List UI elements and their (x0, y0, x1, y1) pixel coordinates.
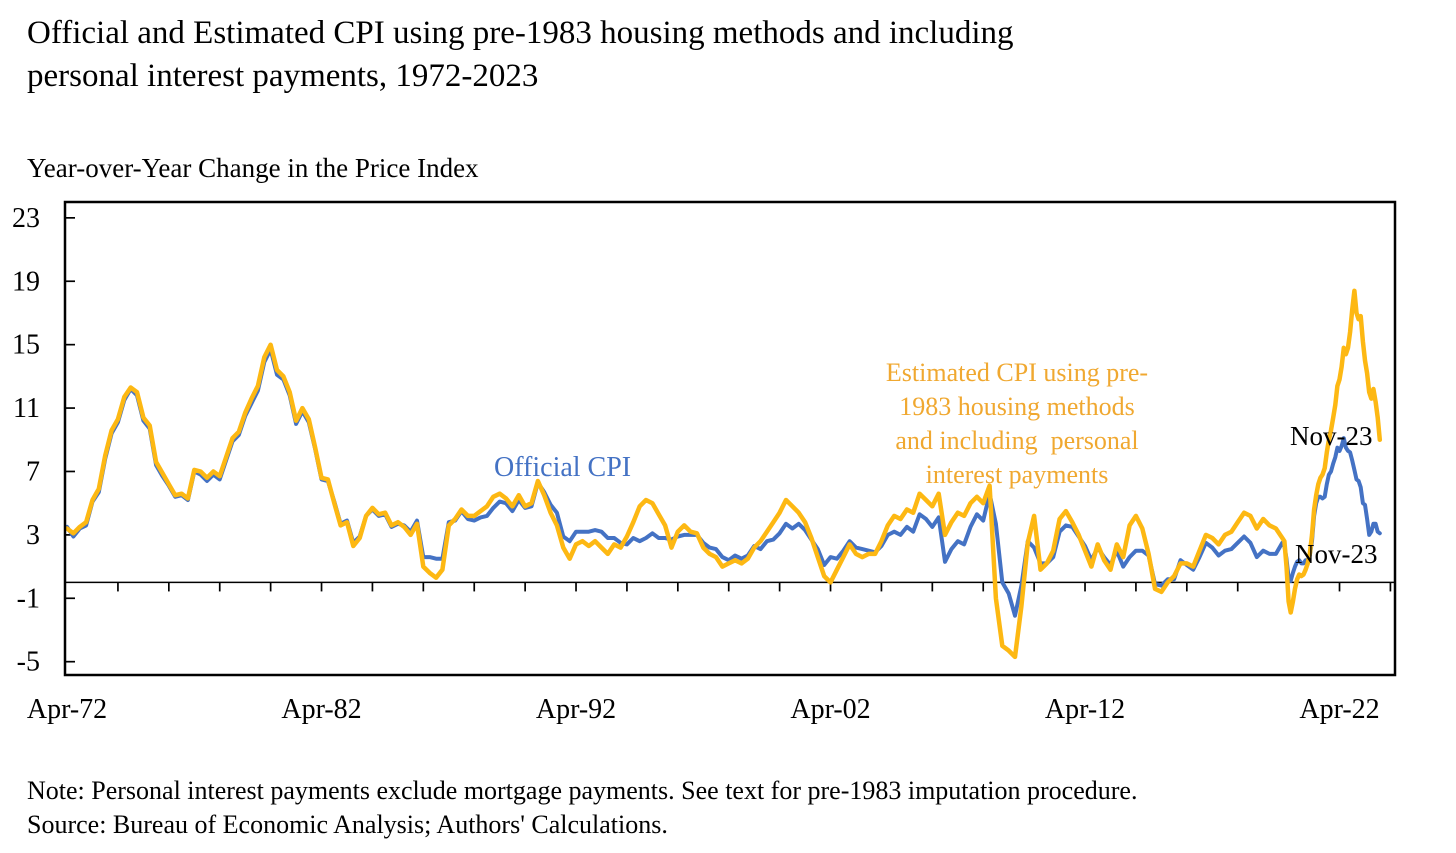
footnotes: Note: Personal interest payments exclude… (27, 774, 1137, 842)
y-tick-label: -1 (17, 583, 40, 614)
y-tick-label: 11 (13, 393, 40, 424)
source-text: Source: Bureau of Economic Analysis; Aut… (27, 810, 668, 839)
y-tick-label: 7 (26, 456, 40, 487)
endpoint-label-official: Nov-23 (1295, 539, 1378, 569)
y-axis-title: Year-over-Year Change in the Price Index (27, 153, 479, 183)
y-tick-label: 19 (12, 266, 40, 297)
official-cpi-series-label: Official CPI (494, 452, 632, 483)
estimated-cpi-line (64, 288, 1383, 660)
estimated-label-line3: and including personal (895, 426, 1139, 455)
plot-border (63, 200, 1397, 677)
estimated-label-line1: Estimated CPI using pre- (885, 358, 1149, 387)
official-cpi-line (65, 347, 1382, 618)
x-tick-label: Apr-12 (1045, 694, 1125, 725)
x-tick-label: Apr-92 (536, 694, 616, 725)
y-tick-label: 23 (12, 203, 40, 234)
x-tick-label: Apr-02 (790, 694, 870, 725)
chart-title: Official and Estimated CPI using pre-198… (27, 12, 1014, 98)
series-layer (64, 288, 1383, 660)
chart-title-line2: personal interest payments, 1972-2023 (27, 58, 539, 94)
estimated-label-line2: 1983 housing methods (899, 392, 1135, 421)
note-text: Note: Personal interest payments exclude… (27, 776, 1138, 805)
axes-layer: 23 19 15 11 7 3 -1 -5 Apr-72 Apr-82 Apr-92 Apr-02 Ap… (12, 203, 1395, 725)
y-tick-label: -5 (17, 647, 40, 678)
y-tick-label: 15 (12, 330, 40, 361)
estimated-label-line4: interest payments (925, 460, 1109, 489)
x-tick-label: Apr-72 (27, 694, 107, 725)
chart-title-line1: Official and Estimated CPI using pre-198… (27, 15, 1014, 51)
estimated-cpi-series-label: Estimated CPI using pre- 1983 housing me… (858, 356, 1176, 492)
y-tick-label: 3 (26, 520, 40, 551)
x-tick-label: Apr-82 (281, 694, 361, 725)
endpoint-label-estimated: Nov-23 (1290, 421, 1373, 451)
x-tick-label: Apr-22 (1299, 694, 1379, 725)
